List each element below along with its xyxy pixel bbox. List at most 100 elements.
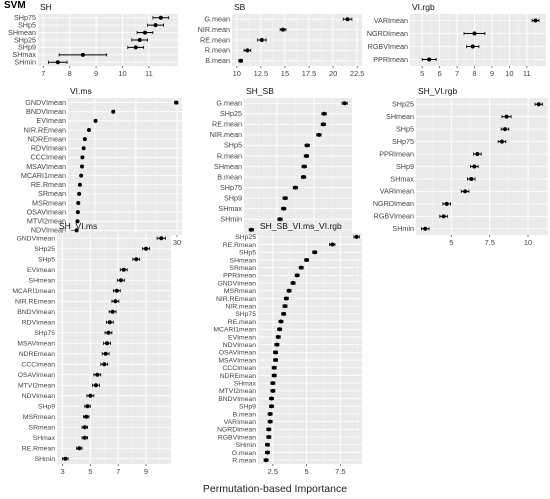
panel-title: VI.rgb — [412, 2, 435, 12]
data-point — [266, 435, 271, 440]
x-tick-label: 12.5 — [254, 69, 269, 78]
data-point — [533, 18, 538, 23]
data-point — [278, 319, 283, 324]
y-category-label: PPRImean — [379, 149, 414, 158]
y-category-label: SHmin — [236, 442, 257, 449]
y-category-label: BNDVImean — [26, 107, 66, 116]
y-category-label: SHmin — [392, 224, 414, 233]
y-category-label: NIR.REmean — [15, 299, 55, 306]
data-point — [504, 114, 509, 119]
y-category-label: CCCImean — [21, 362, 55, 369]
data-point — [74, 228, 79, 233]
y-category-label: SHp75 — [220, 183, 242, 192]
y-category-label: SHmax — [390, 174, 414, 183]
y-category-label: SHp9 — [396, 162, 414, 171]
y-category-label: SHmean — [8, 28, 36, 37]
y-category-label: NDREmean — [28, 134, 66, 143]
x-tick-label: 3 — [60, 467, 64, 476]
data-point — [470, 44, 475, 49]
y-category-label: NIR.mean — [210, 130, 242, 139]
y-category-label: RGBVImean — [218, 434, 256, 441]
data-point — [121, 267, 126, 272]
panel-title: SB — [234, 2, 246, 12]
x-tick-label: 6 — [438, 69, 442, 78]
data-point — [463, 189, 468, 194]
y-category-label: RE.mean — [228, 319, 257, 326]
data-point — [77, 446, 82, 451]
panel-title: SH_SB_VI.ms_VI.rgb — [260, 221, 342, 231]
figure-main-title: SVM — [4, 0, 26, 11]
data-point — [174, 100, 179, 105]
y-category-label: SHp9 — [239, 404, 256, 411]
data-point — [302, 164, 307, 169]
x-tick-label: 2.5 — [268, 467, 278, 476]
x-tick-label: 5 — [305, 467, 309, 476]
data-point — [113, 299, 118, 304]
data-point — [82, 425, 87, 430]
data-point — [142, 30, 147, 35]
data-point — [304, 153, 309, 158]
data-point — [273, 350, 278, 355]
y-category-label: SHmax — [33, 435, 56, 442]
y-category-label: NIR.REmean — [24, 125, 66, 134]
data-point — [76, 201, 81, 206]
y-category-label: OSAVImean — [27, 207, 66, 216]
y-category-label: EVImean — [27, 267, 55, 274]
data-point — [475, 152, 480, 157]
data-point — [441, 214, 446, 219]
y-category-label: SHp25 — [34, 246, 55, 253]
x-tick-label: 10 — [233, 69, 241, 78]
data-point — [469, 176, 474, 181]
y-category-label: SHp75 — [14, 13, 36, 22]
data-point — [278, 217, 282, 222]
y-category-label: PPRImean — [373, 55, 408, 64]
data-point — [276, 334, 281, 339]
data-point — [118, 278, 123, 283]
x-tick-label: 7 — [455, 69, 459, 78]
data-point — [82, 137, 87, 142]
y-category-label: MTVI2mean — [18, 383, 55, 390]
data-point — [265, 450, 270, 455]
x-tick-label: 9 — [490, 69, 494, 78]
y-category-label: G.mean — [216, 99, 242, 108]
x-tick-label: 20 — [329, 69, 337, 78]
y-category-label: MSAVImean — [17, 341, 55, 348]
y-category-label: G.mean — [204, 15, 230, 24]
y-category-label: NIR.mean — [198, 25, 230, 34]
data-point — [284, 296, 289, 301]
y-category-label: R.mean — [232, 457, 256, 464]
y-category-label: GNDVImean — [25, 98, 66, 107]
data-point — [330, 242, 335, 247]
x-tick-label: 22.5 — [350, 69, 365, 78]
y-category-label: NIR.REmean — [216, 296, 256, 303]
data-point — [268, 419, 273, 424]
y-category-label: RE.Rmean — [31, 180, 66, 189]
panel-background — [258, 233, 362, 464]
y-category-label: VARImean — [380, 187, 414, 196]
panel-title: SH — [40, 2, 52, 12]
data-point — [423, 226, 428, 231]
data-point — [287, 288, 292, 293]
y-category-label: MSRmean — [224, 288, 256, 295]
panel-title: SH_SB — [246, 86, 274, 96]
data-point — [80, 52, 85, 57]
y-category-label: GNDVImean — [16, 236, 55, 243]
panel-background — [410, 14, 546, 66]
y-category-label: NGRDImean — [367, 29, 408, 38]
data-point — [111, 109, 116, 114]
data-point — [293, 185, 298, 190]
y-category-label: RGBVImean — [368, 42, 408, 51]
x-tick-label: 5 — [88, 467, 92, 476]
x-tick-label: 8 — [472, 69, 476, 78]
x-tick-label: 7.5 — [335, 467, 345, 476]
x-tick-label: 17.5 — [302, 69, 317, 78]
data-point — [274, 342, 279, 347]
y-category-label: SHp75 — [392, 137, 414, 146]
data-point — [301, 175, 306, 180]
data-point — [107, 320, 112, 325]
y-category-label: MSAVImean — [218, 357, 256, 364]
y-category-label: NDREmean — [220, 373, 256, 380]
y-category-label: VARImean — [374, 16, 408, 25]
y-category-label: SHp25 — [220, 109, 242, 118]
data-point — [536, 102, 541, 107]
